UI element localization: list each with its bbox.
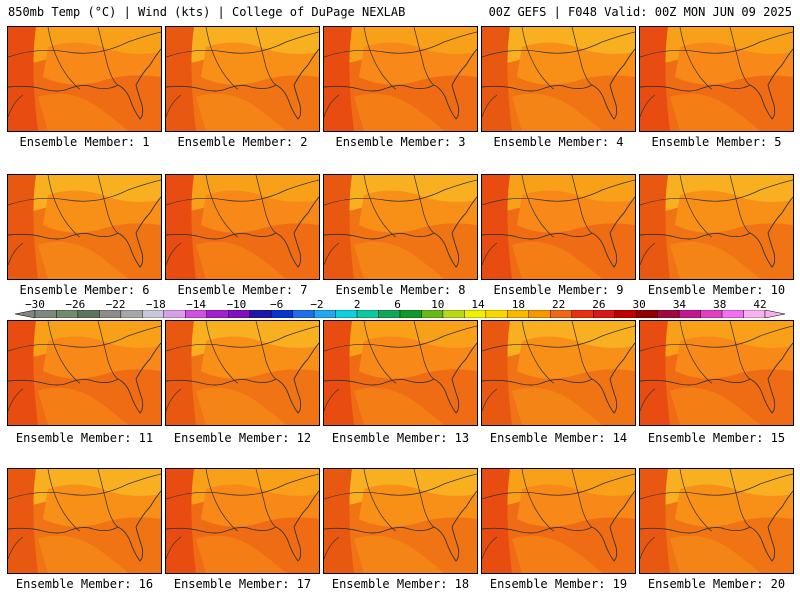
colorbar-bin (228, 310, 250, 318)
ensemble-member-11-map (7, 320, 162, 426)
colorbar-tick-label: 42 (753, 298, 767, 311)
ensemble-member-5-map (639, 26, 794, 132)
colorbar-left-arrow (15, 310, 36, 318)
colorbar-bin (614, 310, 637, 318)
colorbar-bin (356, 310, 379, 318)
ensemble-member-9-map (481, 174, 636, 280)
colorbar-bin (120, 310, 143, 318)
run-valid-time: 00Z GEFS | F048 Valid: 00Z MON JUN 09 20… (488, 5, 792, 19)
colorbar-bin (185, 310, 207, 318)
colorbar-bin (721, 310, 744, 318)
colorbar-tick-label: −26 (65, 298, 86, 311)
ensemble-member-7-label: Ensemble Member: 7 (177, 283, 308, 297)
colorbar-bin (313, 310, 336, 318)
colorbar-tick-label: 2 (353, 298, 361, 311)
colorbar-tick-label: 6 (394, 298, 401, 311)
colorbar-bin (378, 310, 401, 318)
ensemble-member-14-label: Ensemble Member: 14 (489, 431, 628, 445)
ensemble-member-13-map (323, 320, 478, 426)
colorbar-right-arrow (764, 310, 785, 318)
colorbar-bin (571, 310, 594, 318)
colorbar-bin (657, 310, 680, 318)
ensemble-member-3-label: Ensemble Member: 3 (335, 135, 466, 149)
colorbar-bin (635, 310, 658, 318)
ensemble-member-16-map (7, 468, 162, 574)
colorbar-bin (77, 310, 100, 318)
colorbar-tick-label: −10 (226, 298, 247, 311)
ensemble-member-19-map (481, 468, 636, 574)
ensemble-member-7-map (165, 174, 320, 280)
ensemble-member-11-label: Ensemble Member: 11 (15, 431, 154, 445)
ensemble-member-8-label: Ensemble Member: 8 (335, 283, 466, 297)
colorbar-tick-label: 22 (551, 298, 566, 311)
ensemble-member-17-label: Ensemble Member: 17 (173, 577, 312, 591)
ensemble-member-12-label: Ensemble Member: 12 (173, 431, 312, 445)
ensemble-member-20-map (639, 468, 794, 574)
colorbar-bin (206, 310, 229, 318)
colorbar-bin (464, 310, 487, 318)
ensemble-member-2-label: Ensemble Member: 2 (177, 135, 308, 149)
ensemble-member-20-label: Ensemble Member: 20 (647, 577, 786, 591)
colorbar-bin (292, 310, 315, 318)
colorbar-tick-label: 38 (713, 298, 727, 311)
temperature-colorbar (15, 310, 785, 318)
colorbar-bin (678, 310, 701, 318)
ensemble-member-16-label: Ensemble Member: 16 (15, 577, 154, 591)
ensemble-member-6-map (7, 174, 162, 280)
ensemble-member-18-map (323, 468, 478, 574)
colorbar-tick-label: 10 (431, 298, 445, 311)
colorbar-bin (34, 310, 57, 318)
colorbar-tick-label: −22 (105, 298, 126, 311)
colorbar-bin (270, 310, 293, 318)
colorbar-bin (399, 310, 422, 318)
colorbar-bin (163, 310, 186, 318)
colorbar-bin (485, 310, 508, 318)
ensemble-member-4-map (481, 26, 636, 132)
colorbar-bin (421, 310, 444, 318)
colorbar-tick-label: 30 (632, 298, 646, 311)
colorbar-tick-label: −30 (25, 298, 45, 311)
colorbar-tick-label: −18 (145, 298, 166, 311)
ensemble-member-18-label: Ensemble Member: 18 (331, 577, 470, 591)
ensemble-member-1-map (7, 26, 162, 132)
colorbar-bin (249, 310, 272, 318)
ensemble-member-10-label: Ensemble Member: 10 (647, 283, 786, 297)
ensemble-member-1-label: Ensemble Member: 1 (19, 135, 150, 149)
ensemble-member-17-map (165, 468, 320, 574)
ensemble-member-5-label: Ensemble Member: 5 (651, 135, 782, 149)
ensemble-member-4-label: Ensemble Member: 4 (493, 135, 624, 149)
colorbar-tick-label: −14 (186, 298, 207, 311)
ensemble-member-14-map (481, 320, 636, 426)
colorbar-tick-label: 18 (511, 298, 525, 311)
product-title: 850mb Temp (°C) | Wind (kts) | College o… (8, 5, 406, 19)
header: 850mb Temp (°C) | Wind (kts) | College o… (0, 0, 800, 22)
ensemble-member-2-map (165, 26, 320, 132)
colorbar-bin (142, 310, 165, 318)
colorbar-tick-label: 14 (471, 298, 485, 311)
colorbar-tick-label: 34 (672, 298, 687, 311)
colorbar-bin (743, 310, 766, 318)
ensemble-member-15-label: Ensemble Member: 15 (647, 431, 786, 445)
ensemble-member-13-label: Ensemble Member: 13 (331, 431, 470, 445)
ensemble-member-6-label: Ensemble Member: 6 (19, 283, 150, 297)
ensemble-member-9-label: Ensemble Member: 9 (493, 283, 624, 297)
ensemble-member-15-map (639, 320, 794, 426)
colorbar-bin (56, 310, 79, 318)
colorbar-bin (335, 310, 358, 318)
colorbar-tick-label: −6 (270, 298, 284, 311)
colorbar-bin (442, 310, 465, 318)
ensemble-member-10-map (639, 174, 794, 280)
colorbar-bin (528, 310, 551, 318)
ensemble-member-8-map (323, 174, 478, 280)
ensemble-member-12-map (165, 320, 320, 426)
colorbar-bin (507, 310, 530, 318)
ensemble-member-19-label: Ensemble Member: 19 (489, 577, 628, 591)
colorbar-tick-label: 26 (592, 298, 606, 311)
ensemble-member-3-map (323, 26, 478, 132)
colorbar-bin (99, 310, 122, 318)
colorbar-bin (593, 310, 615, 318)
colorbar-bin (550, 310, 572, 318)
colorbar-bin (700, 310, 723, 318)
colorbar-tick-label: −2 (310, 298, 324, 311)
